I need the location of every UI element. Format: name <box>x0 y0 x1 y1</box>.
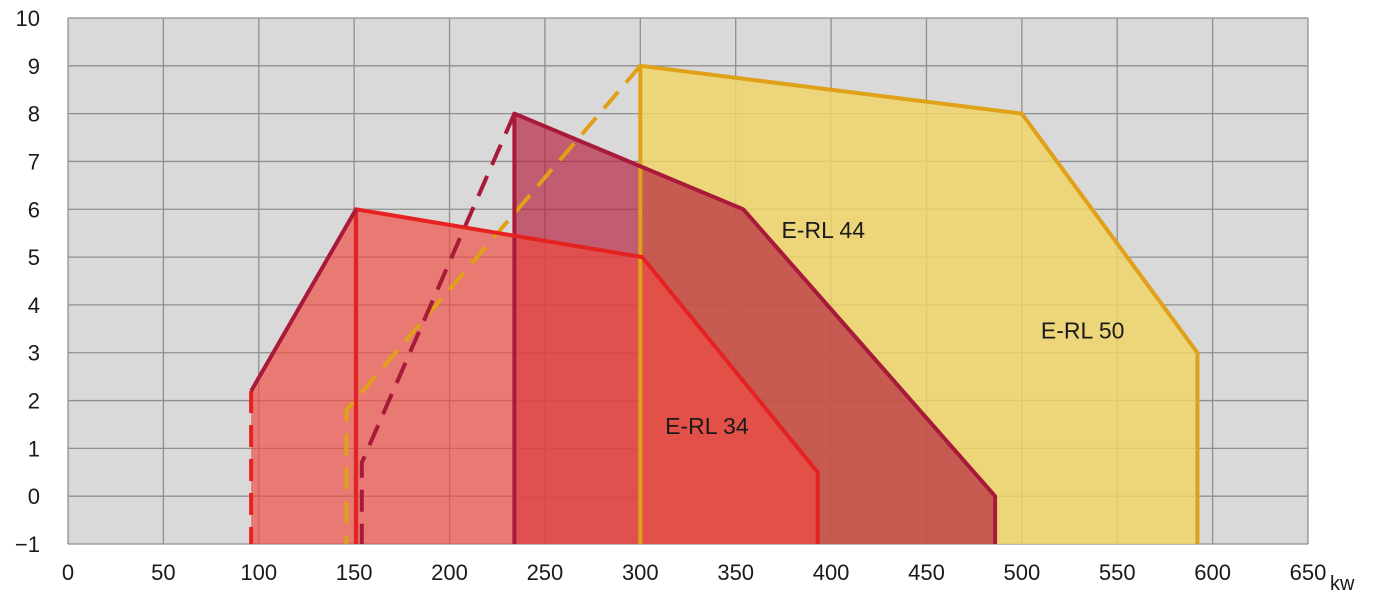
y-tick-label: 8 <box>28 102 40 127</box>
x-axis-unit: kw <box>1330 573 1355 594</box>
y-tick-label: 1 <box>28 436 40 461</box>
x-tick-label: 0 <box>62 560 74 585</box>
y-tick-label: 9 <box>28 54 40 79</box>
x-tick-label: 150 <box>336 560 373 585</box>
y-tick-label: 7 <box>28 149 40 174</box>
series-outlines <box>249 63 1200 544</box>
e-rl-50-outline <box>638 63 1200 544</box>
e-rl-34-outline-segment <box>249 208 358 392</box>
series-labels: E-RL 44 E-RL 50 E-RL 34 <box>665 217 1124 439</box>
x-tick-label: 350 <box>717 560 754 585</box>
y-tick-label: 10 <box>16 6 40 31</box>
x-tick-label: 100 <box>240 560 277 585</box>
y-tick-label: 3 <box>28 341 40 366</box>
y-axis-ticks: −1 0 1 2 3 4 5 6 7 8 9 10 <box>15 6 40 557</box>
e-rl-44-dashed-edge <box>359 112 517 544</box>
x-tick-label: 450 <box>908 560 945 585</box>
x-tick-label: 400 <box>813 560 850 585</box>
x-tick-label: 250 <box>527 560 564 585</box>
y-tick-label: 0 <box>28 484 40 509</box>
x-tick-label: 300 <box>622 560 659 585</box>
x-tick-label: 200 <box>431 560 468 585</box>
series-label: E-RL 44 <box>781 217 865 243</box>
series-label: E-RL 50 <box>1041 317 1125 343</box>
y-tick-label: −1 <box>15 532 40 557</box>
e-rl-50-dashed-edge <box>344 64 642 544</box>
y-tick-label: 5 <box>28 245 40 270</box>
y-tick-label: 4 <box>28 293 40 318</box>
series-label: E-RL 34 <box>665 413 749 439</box>
e-rl-34-outline <box>354 207 820 544</box>
x-tick-label: 50 <box>151 560 175 585</box>
x-tick-label: 600 <box>1194 560 1231 585</box>
y-tick-label: 6 <box>28 197 40 222</box>
e-rl-44-outline <box>512 111 998 544</box>
x-tick-label: 500 <box>1003 560 1040 585</box>
x-axis-ticks: 0 50 100 150 200 250 300 350 400 450 500 550 600 650 <box>62 560 1326 585</box>
x-tick-label: 550 <box>1099 560 1136 585</box>
y-tick-label: 2 <box>28 389 40 414</box>
x-tick-label: 650 <box>1290 560 1327 585</box>
e-rl-34-area <box>251 209 818 545</box>
